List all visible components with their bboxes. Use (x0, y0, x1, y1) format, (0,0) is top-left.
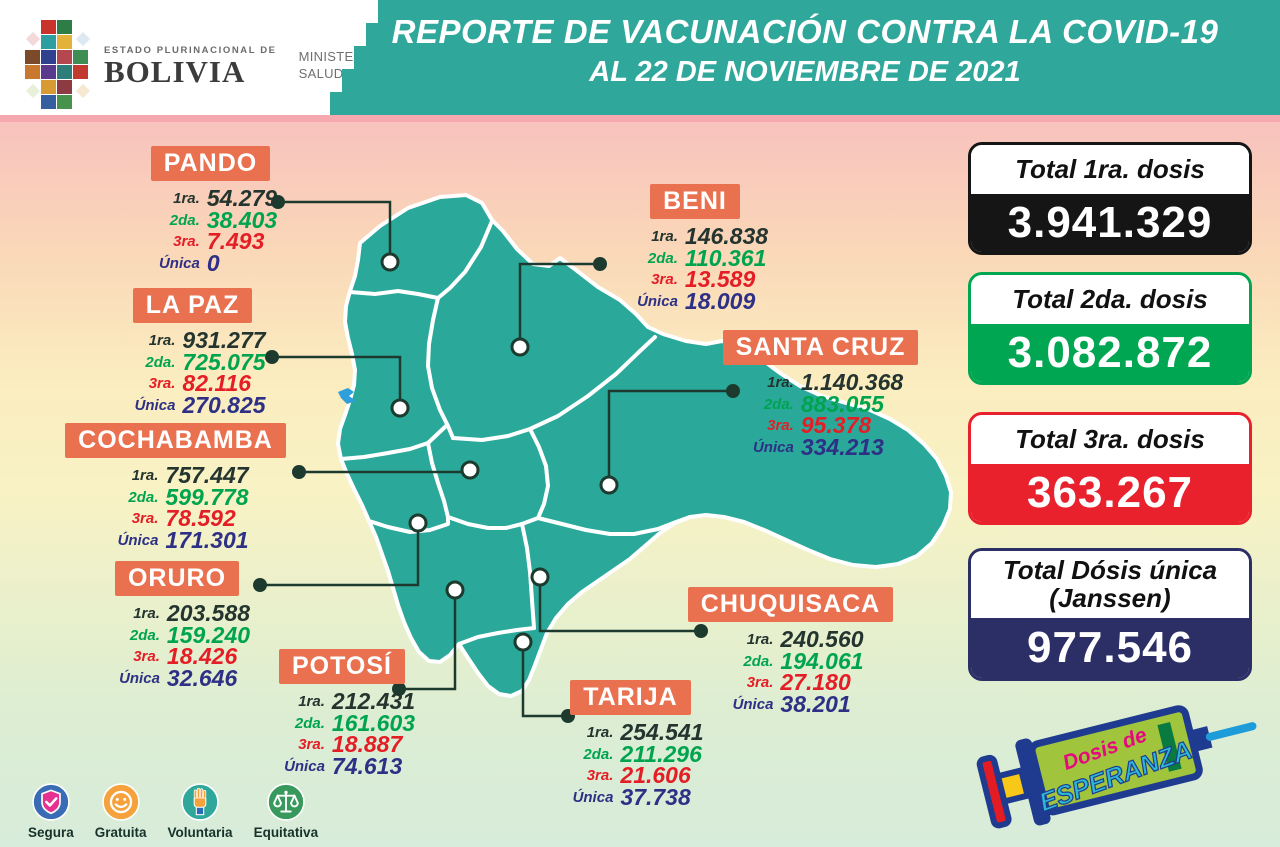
raised-hand-icon (181, 783, 219, 821)
dept-name: SANTA CRUZ (722, 330, 919, 365)
dose-rows: 1ra. 54.279 2da. 38.403 3ra. 7.493 Única 0 (158, 185, 278, 276)
report-title: REPORTE DE VACUNACIÓN CONTRA LA COVID-19 (391, 13, 1219, 50)
total-title: Total 3ra. dosis (1015, 423, 1205, 454)
principle-voluntaria: Voluntaria (168, 783, 233, 840)
dept-la-paz: LA PAZ 1ra. 931.277 2da. 725.075 3ra. 82.11… (100, 288, 285, 416)
principle-label: Gratuita (94, 825, 147, 840)
principle-label: Segura (28, 825, 74, 840)
dept-oruro: ORURO 1ra. 203.588 2da. 159.240 3ra. 18.426… (88, 561, 266, 689)
bolivia-wordmark: BOLIVIA (104, 54, 246, 89)
dept-name: CHUQUISACA (687, 587, 894, 622)
principle-label: Voluntaria (167, 825, 233, 840)
map-markers (380, 252, 619, 652)
bolivia-coat-of-arms (25, 20, 91, 109)
balance-scale-icon (267, 783, 305, 821)
syringe-band (1157, 722, 1182, 772)
dose-rows: 1ra. 146.838 2da. 110.361 3ra. 13.589 Única… (637, 223, 769, 314)
total-title: Total Dósis única (1002, 555, 1218, 586)
principle-equitativa: Equitativa (253, 783, 319, 840)
total-title: Total 1ra. dosis (1015, 153, 1205, 184)
total-value: 3.941.329 (1007, 198, 1213, 247)
total-unique-dose-box: Total Dósis única (Janssen) 977.546 (968, 548, 1252, 681)
dept-name: LA PAZ (132, 288, 253, 323)
total-value: 3.082.872 (1007, 328, 1213, 377)
report-date: AL 22 DE NOVIEMBRE DE 2021 (589, 56, 1021, 88)
total-1st-dose-box: Total 1ra. dosis 3.941.329 (968, 142, 1252, 255)
dept-name: POTOSÍ (278, 649, 405, 684)
dept-name: COCHABAMBA (65, 423, 286, 458)
total-value: 363.267 (1026, 468, 1194, 517)
lake-titicaca-icon (338, 388, 356, 404)
dept-name: PANDO (150, 146, 271, 181)
estado-label: ESTADO PLURINACIONAL DE (104, 45, 277, 56)
dept-chuquisaca: CHUQUISACA 1ra. 240.560 2da. 194.061 3ra. 2… (687, 587, 894, 717)
state-wordmark: ESTADO PLURINACIONAL DE BOLIVIA (104, 45, 277, 87)
shield-check-icon (32, 783, 70, 821)
dose-rows: 1ra. 240.560 2da. 194.061 3ra. 27.180 Única… (732, 626, 864, 717)
dosis-de-esperanza-sticker: Dosis de ESPERANZA (976, 705, 1257, 829)
total-title: Total 2da. dosis (1012, 283, 1208, 314)
vaccine-principles: Segura Gratuita Voluntaria (28, 783, 318, 840)
principle-gratuita: Gratuita (95, 783, 147, 840)
principle-segura: Segura (28, 783, 74, 840)
dose-rows: 1ra. 1.140.368 2da. 883.055 3ra. 95.378 Úni… (752, 369, 904, 460)
dept-pando: PANDO 1ra. 54.279 2da. 38.403 3ra. 7.493 Ún… (118, 146, 303, 274)
syringe-needle (1205, 722, 1257, 741)
total-3rd-dose-box: Total 3ra. dosis 363.267 (968, 412, 1252, 525)
dept-name: ORURO (114, 561, 240, 596)
dept-cochabamba: COCHABAMBA 1ra. 757.447 2da. 599.778 3ra. 7… (65, 423, 286, 553)
dept-name: BENI (650, 184, 740, 219)
total-2nd-dose-box: Total 2da. dosis 3.082.872 (968, 272, 1252, 385)
dept-beni: BENI 1ra. 146.838 2da. 110.361 3ra. 13.589 … (600, 184, 790, 312)
smiley-icon (101, 783, 140, 821)
dept-name: TARIJA (570, 680, 691, 715)
dose-rows: 1ra. 212.431 2da. 161.603 3ra. 18.887 Única… (284, 688, 416, 779)
title-banner: REPORTE DE VACUNACIÓN CONTRA LA COVID-19… (330, 0, 1280, 115)
syringe-nozzle (1189, 726, 1213, 752)
dose-rows: 1ra. 931.277 2da. 725.075 3ra. 82.116 Única… (134, 327, 266, 418)
principle-label: Equitativa (253, 825, 319, 840)
dose-rows: 1ra. 203.588 2da. 159.240 3ra. 18.426 Única… (119, 600, 251, 691)
header-divider (0, 115, 1280, 122)
dept-santa-cruz: SANTA CRUZ 1ra. 1.140.368 2da. 883.055 3ra… (718, 330, 923, 458)
header-bar: ESTADO PLURINACIONAL DE BOLIVIA MINISTER… (0, 0, 1280, 115)
dose-rows: 1ra. 757.447 2da. 599.778 3ra. 78.592 Única… (117, 462, 249, 553)
dept-potosi: POTOSÍ 1ra. 212.431 2da. 161.603 3ra. 18.88… (253, 649, 431, 777)
total-value: 977.546 (1026, 623, 1194, 672)
dept-tarija: TARIJA 1ra. 254.541 2da. 211.296 3ra. 21.60… (543, 680, 718, 808)
total-title-2: (Janssen) (1049, 582, 1171, 613)
dose-rows: 1ra. 254.541 2da. 211.296 3ra. 21.606 Única… (572, 719, 704, 810)
